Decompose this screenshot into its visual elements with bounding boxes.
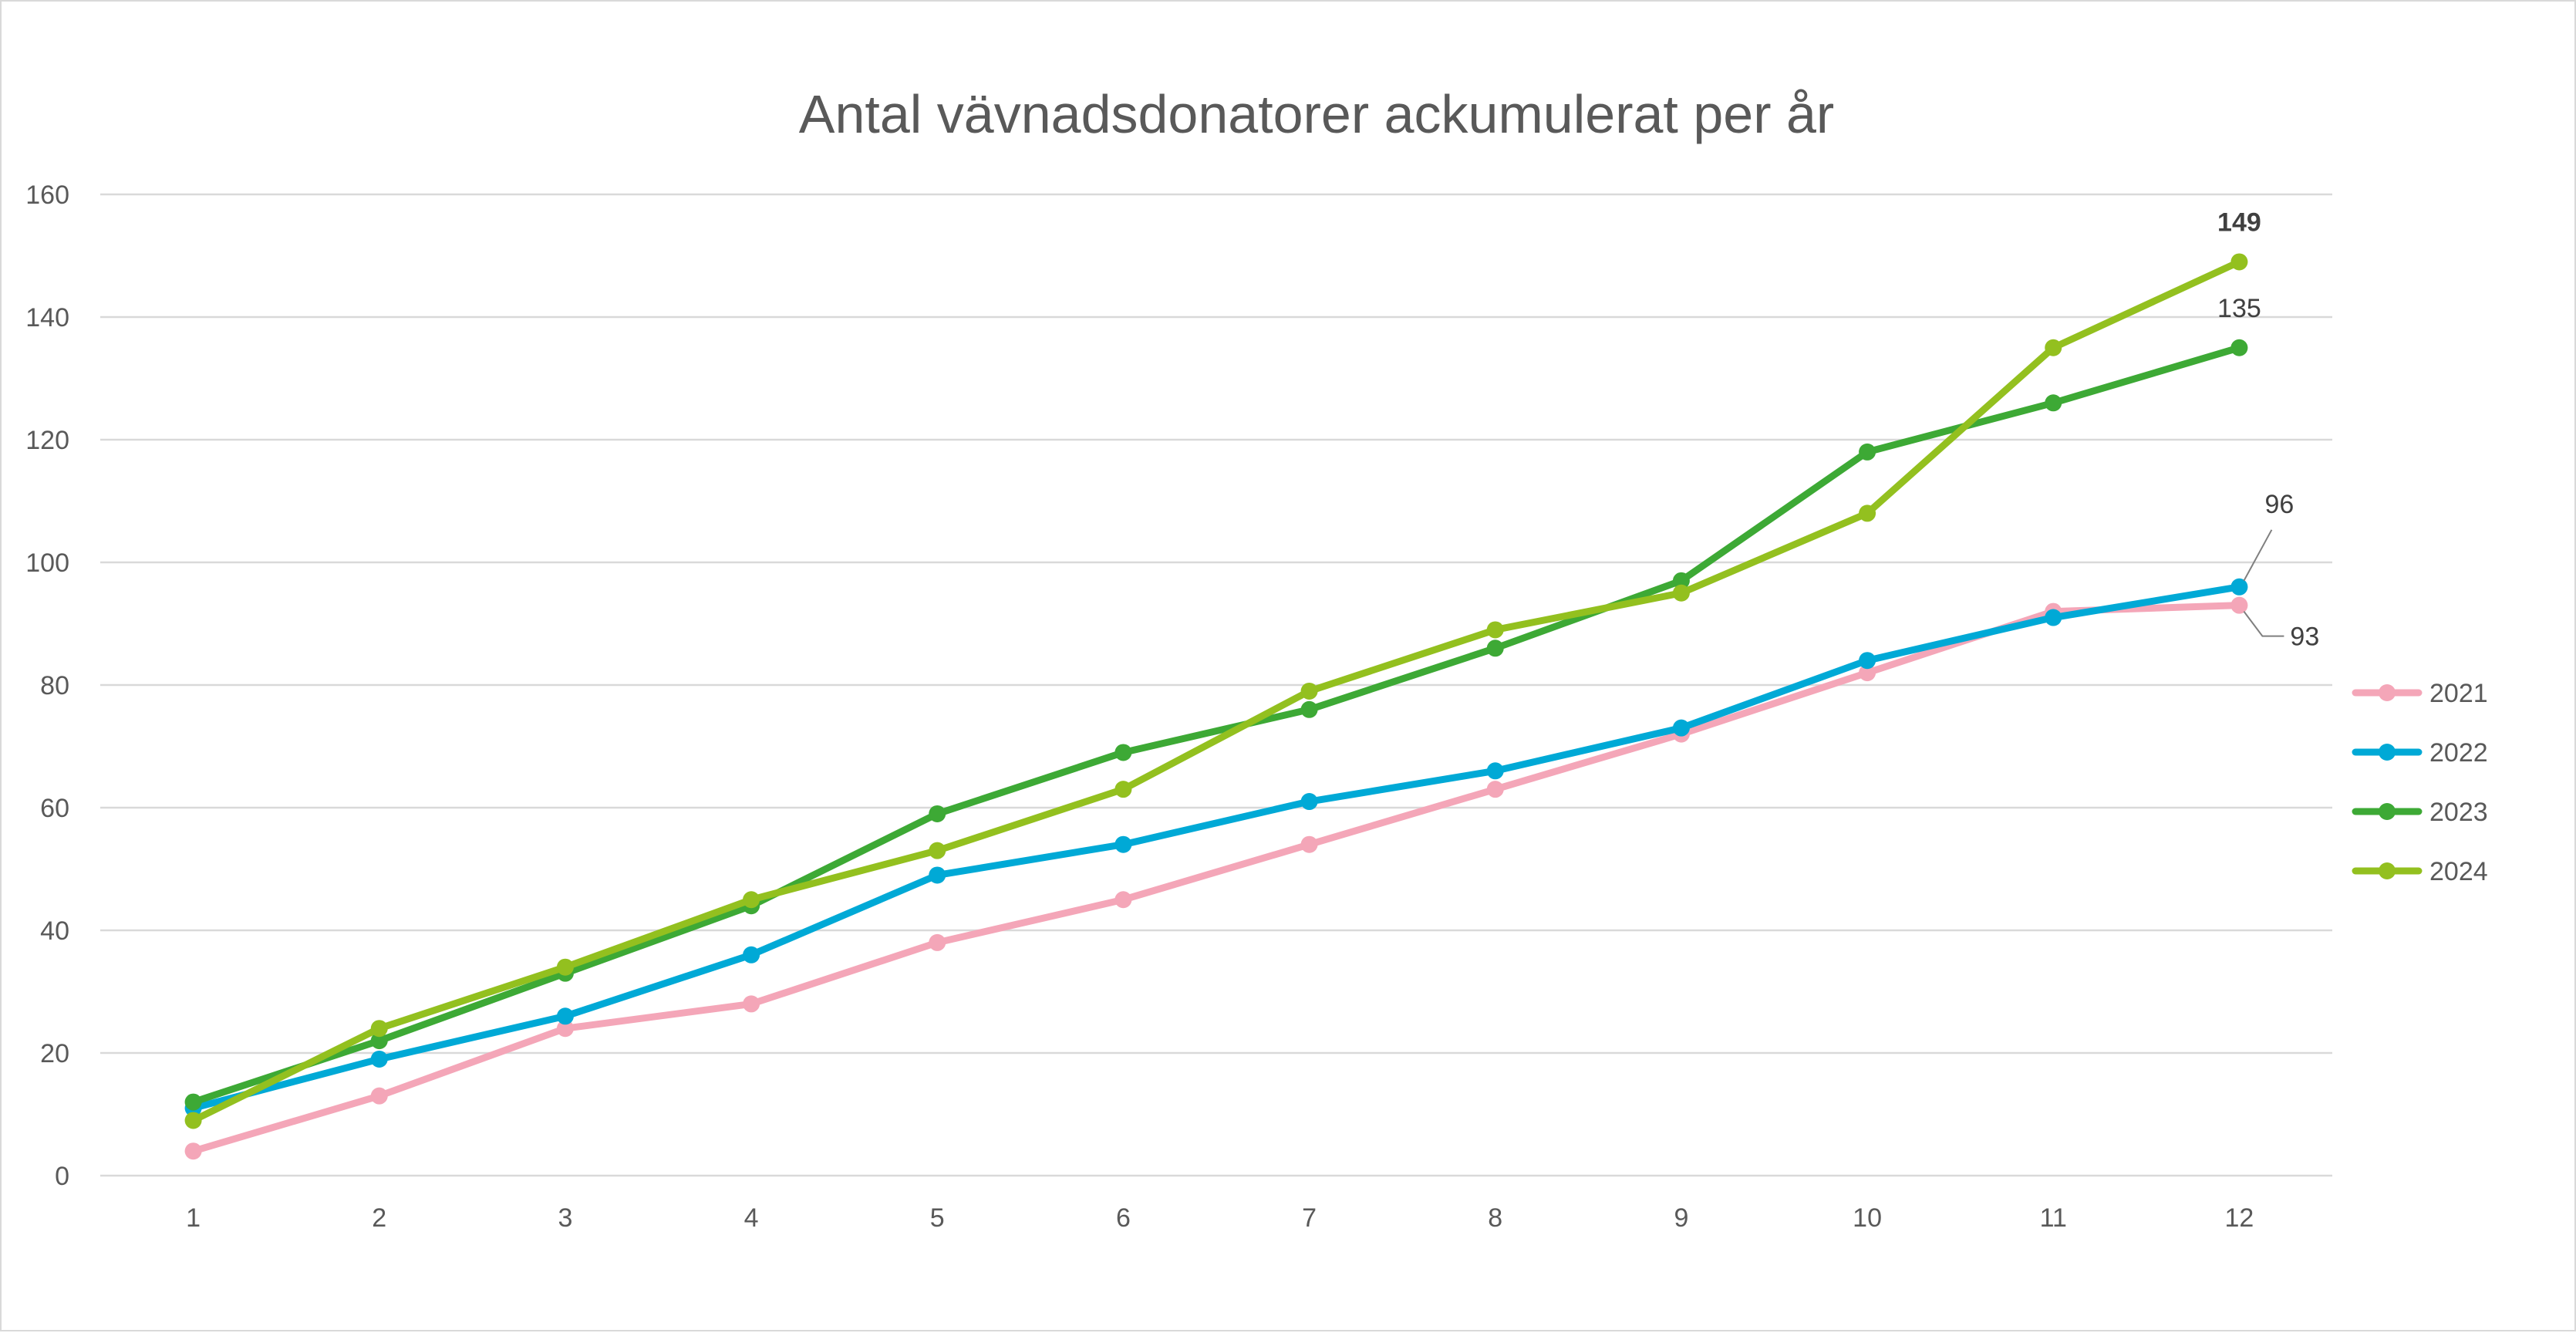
data-point-2023 xyxy=(1486,640,1504,657)
legend-entry-2022: 2022 xyxy=(2352,738,2488,768)
legend-label: 2023 xyxy=(2429,798,2488,827)
data-point-2023 xyxy=(2045,394,2062,412)
y-tick-label: 120 xyxy=(25,426,69,455)
legend-label: 2024 xyxy=(2429,857,2488,886)
y-tick-label: 20 xyxy=(40,1039,69,1068)
legend-marker xyxy=(2379,803,2396,820)
data-label-2023: 135 xyxy=(2217,294,2261,323)
data-point-2022 xyxy=(556,1007,574,1025)
x-tick-label: 6 xyxy=(1116,1203,1131,1233)
x-tick-label: 10 xyxy=(1853,1203,1882,1233)
series-line-2022 xyxy=(190,583,2243,1112)
data-point-2022 xyxy=(370,1050,388,1068)
data-point-2021 xyxy=(184,1142,202,1160)
y-tick-label: 160 xyxy=(25,181,69,210)
data-label-2022: 96 xyxy=(2265,490,2294,519)
legend: 2021 2022 2023 2024 xyxy=(2352,679,2488,886)
x-tick-label: 7 xyxy=(1302,1203,1317,1233)
data-label-2021: 93 xyxy=(2290,623,2319,652)
chart-title: Antal vävnadsdonatorer ackumulerat per å… xyxy=(799,84,1834,144)
data-point-2021 xyxy=(556,1020,574,1038)
legend-marker xyxy=(2379,744,2396,761)
y-tick-label: 0 xyxy=(55,1162,69,1191)
legend-marker xyxy=(2379,684,2396,701)
legend-entry-2023: 2023 xyxy=(2352,798,2488,827)
data-point-2024 xyxy=(929,842,946,859)
data-point-2024 xyxy=(556,958,574,976)
series-2021 xyxy=(184,596,2248,1160)
data-point-2023 xyxy=(2230,339,2248,356)
x-tick-label: 1 xyxy=(186,1203,201,1233)
x-tick-label: 9 xyxy=(1674,1203,1688,1233)
data-point-2023 xyxy=(184,1093,202,1111)
data-point-2023 xyxy=(1672,572,1690,589)
data-point-2024 xyxy=(1114,781,1132,798)
data-point-2023 xyxy=(929,805,946,822)
data-point-2022 xyxy=(2045,609,2062,626)
legend-label: 2021 xyxy=(2429,679,2488,708)
data-point-2021 xyxy=(1486,781,1504,798)
data-point-2024 xyxy=(1672,584,1690,602)
data-point-2021 xyxy=(1300,835,1318,853)
x-tick-label: 8 xyxy=(1488,1203,1502,1233)
data-point-2021 xyxy=(1859,664,1876,682)
series-line-2024 xyxy=(190,258,2243,1124)
x-tick-label: 12 xyxy=(2225,1203,2254,1233)
legend-marker xyxy=(2379,862,2396,879)
data-labels: 149 135 96 93 xyxy=(2217,208,2319,651)
x-tick-label: 11 xyxy=(2040,1203,2067,1233)
data-point-2024 xyxy=(743,891,760,909)
data-point-2022 xyxy=(743,946,760,963)
data-point-2022 xyxy=(1859,652,1876,670)
x-tick-label: 4 xyxy=(744,1203,759,1233)
leader-line-2022 xyxy=(2243,529,2273,582)
legend-entry-2021: 2021 xyxy=(2352,679,2488,708)
data-point-2022 xyxy=(929,866,946,884)
series-lines xyxy=(184,253,2248,1160)
data-point-2024 xyxy=(2045,339,2062,356)
data-point-2021 xyxy=(1114,891,1132,909)
y-tick-label: 100 xyxy=(25,548,69,578)
gridlines xyxy=(100,193,2332,1177)
y-tick-label: 40 xyxy=(40,916,69,946)
x-axis-ticks: 1 2 3 4 5 6 7 8 9 10 11 12 xyxy=(186,1203,2254,1233)
data-point-2022 xyxy=(1300,793,1318,811)
series-2024 xyxy=(184,253,2248,1129)
series-line-2021 xyxy=(190,602,2243,1155)
y-tick-label: 140 xyxy=(25,303,69,332)
data-point-2021 xyxy=(929,933,946,951)
data-point-2024 xyxy=(184,1112,202,1129)
data-point-2022 xyxy=(1486,762,1504,780)
data-point-2024 xyxy=(2230,253,2248,271)
series-2022 xyxy=(184,578,2248,1117)
data-point-2024 xyxy=(370,1020,388,1038)
legend-label: 2022 xyxy=(2429,738,2488,768)
data-point-2022 xyxy=(1672,719,1690,737)
data-point-2022 xyxy=(2230,578,2248,596)
data-point-2021 xyxy=(2230,596,2248,614)
data-point-2023 xyxy=(1114,744,1132,761)
data-point-2021 xyxy=(743,995,760,1013)
data-point-2021 xyxy=(370,1087,388,1105)
data-point-2022 xyxy=(1114,835,1132,853)
x-tick-label: 2 xyxy=(372,1203,386,1233)
data-point-2024 xyxy=(1859,505,1876,522)
y-axis-ticks: 0 20 40 60 80 100 120 140 160 xyxy=(25,181,69,1191)
series-line-2023 xyxy=(190,344,2243,1106)
data-label-2024: 149 xyxy=(2217,208,2261,237)
legend-entry-2024: 2024 xyxy=(2352,857,2488,886)
y-tick-label: 60 xyxy=(40,794,69,823)
x-tick-label: 3 xyxy=(558,1203,572,1233)
data-point-2023 xyxy=(370,1032,388,1050)
series-2023 xyxy=(184,339,2248,1111)
x-tick-label: 5 xyxy=(930,1203,945,1233)
leader-line-2021 xyxy=(2243,611,2284,637)
data-point-2023 xyxy=(1859,443,1876,461)
data-point-2023 xyxy=(1300,700,1318,718)
y-tick-label: 80 xyxy=(40,671,69,700)
data-point-2024 xyxy=(1486,621,1504,639)
data-point-2024 xyxy=(1300,682,1318,700)
